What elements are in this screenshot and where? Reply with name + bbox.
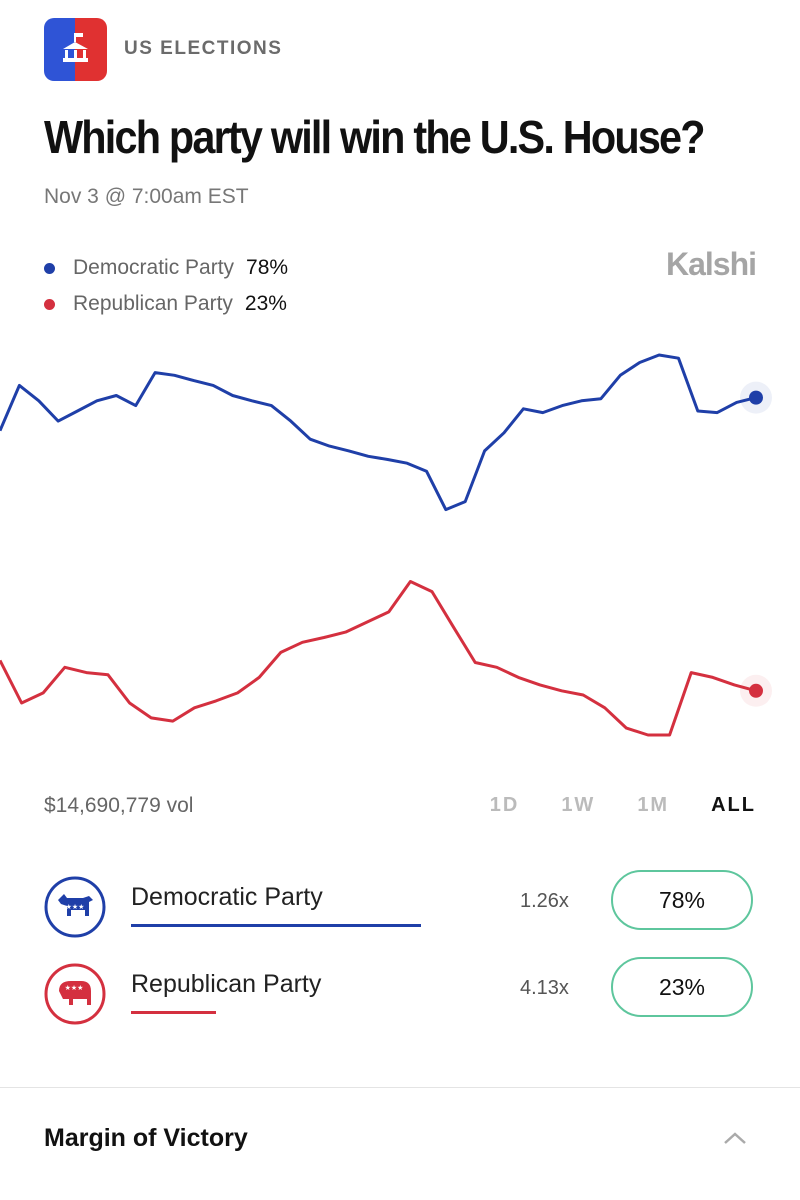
outcome-row[interactable]: ★★★ Republican Party 4.13x 23% [0, 957, 800, 1027]
payout: 1.26x [520, 890, 569, 912]
legend-item: Republican Party 23% [44, 292, 287, 316]
svg-text:★★★: ★★★ [66, 903, 85, 911]
range-tab[interactable]: 1M [637, 794, 670, 816]
range-tab[interactable]: ALL [711, 794, 756, 816]
divider [0, 1087, 800, 1088]
legend-dot [44, 262, 55, 274]
range-tabs: 1D 1W 1M ALL [490, 794, 756, 817]
legend-value: 23% [244, 292, 287, 315]
volume: $14,690,779 vol [44, 794, 194, 817]
section-title[interactable]: Margin of Victory [44, 1124, 248, 1152]
end-point [749, 683, 763, 698]
category-icon [44, 18, 107, 81]
end-point [749, 390, 763, 405]
outcome-name: Democratic Party [131, 883, 323, 911]
legend-name: Democratic Party [73, 256, 235, 279]
price-button[interactable]: 23% [611, 957, 753, 1017]
legend-dot [44, 298, 55, 310]
range-tab[interactable]: 1D [489, 794, 520, 816]
title: Which party will win the U.S. House? [44, 111, 706, 163]
legend-name: Republican Party [73, 292, 233, 315]
price-button[interactable]: 78% [611, 870, 753, 930]
outcome-row[interactable]: ★★★ Democratic Party 1.26x 78% [0, 870, 800, 940]
outcome-bar [131, 924, 421, 927]
chart [0, 353, 772, 737]
legend-item: Democratic Party 78% [44, 256, 288, 280]
brand: Kalshi [665, 246, 757, 282]
party-icon: ★★★ [44, 876, 106, 938]
party-icon: ★★★ [44, 963, 106, 1025]
collapse-chevron[interactable] [722, 1130, 748, 1146]
category: US ELECTIONS [124, 38, 283, 59]
series-line [0, 580, 757, 737]
svg-text:★★★: ★★★ [65, 984, 84, 992]
legend-value: 78% [246, 256, 289, 279]
series-line [0, 353, 757, 512]
outcome-bar [131, 1011, 216, 1014]
date: Nov 3 @ 7:00am EST [44, 185, 249, 208]
outcome-name: Republican Party [131, 970, 322, 998]
range-tab[interactable]: 1W [561, 794, 596, 816]
payout: 4.13x [520, 977, 569, 999]
